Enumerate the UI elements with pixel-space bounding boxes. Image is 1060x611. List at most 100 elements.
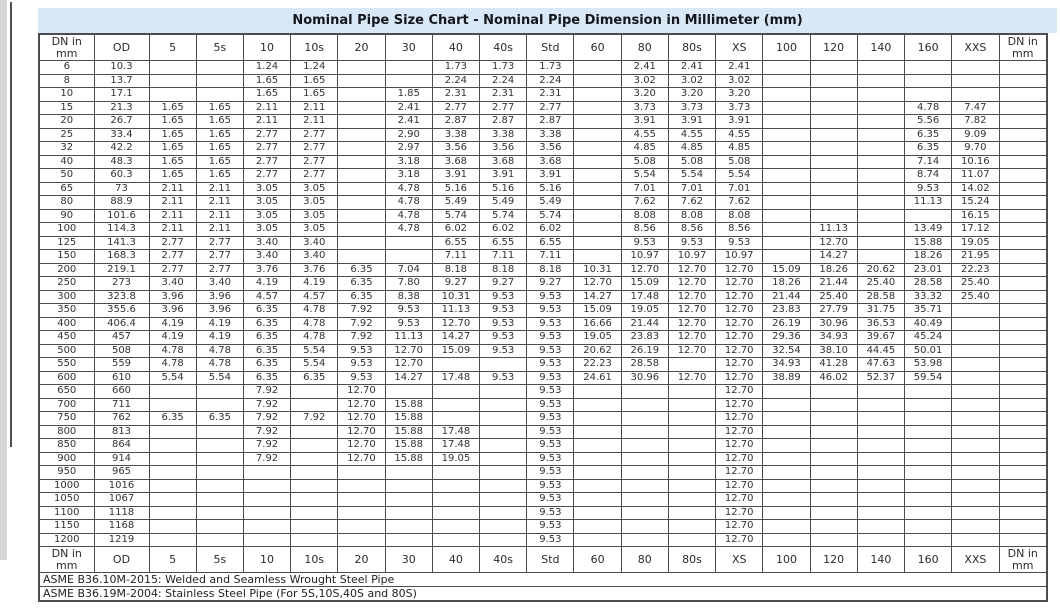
dn-cell: 200 — [38, 262, 95, 277]
table-cell: 2.11 — [148, 195, 197, 210]
table-cell: 1.24 — [290, 60, 339, 75]
table-cell — [762, 127, 811, 142]
table-cell — [762, 181, 811, 196]
column-header: 100 — [762, 546, 811, 573]
table-cell: 9.53 — [479, 303, 528, 318]
table-cell: 2.31 — [526, 87, 575, 102]
table-cell: 7.92 — [242, 424, 292, 439]
column-header: Std — [526, 546, 575, 573]
table-cell: 25.40 — [856, 276, 906, 291]
table-cell: 45.24 — [903, 330, 953, 345]
table-cell — [384, 384, 433, 399]
table-cell — [620, 478, 669, 493]
table-cell — [856, 100, 906, 115]
table-cell — [290, 532, 339, 547]
table-cell — [856, 127, 906, 142]
table-cell — [762, 208, 811, 223]
table-cell: 18.26 — [809, 262, 858, 277]
table-cell — [242, 519, 292, 534]
dn-cell: 750 — [38, 411, 95, 426]
table-row: 90 101.6 2.11 2.11 3.05 3.05 4.78 5.74 5.74 5.74 8… — [38, 208, 1048, 223]
table-cell — [903, 411, 953, 426]
table-cell: 3.20 — [620, 87, 669, 102]
table-cell — [856, 195, 906, 210]
table-cell: 5.08 — [667, 154, 717, 169]
table-cell: 60.3 — [93, 168, 150, 183]
table-cell — [290, 505, 339, 520]
table-cell: 5.54 — [290, 357, 339, 372]
pipe-size-table: DN in mm OD 5 5s 10 10s 20 30 40 40s Std 60 80 80s XS 1… — [38, 33, 1048, 602]
table-row: 6 10.3 1.24 1.24 1.73 1.73 1.73 2.41 2.41 2.41 — [38, 60, 1048, 75]
table-cell: 12.70 — [715, 451, 764, 466]
table-cell: 7.11 — [431, 249, 481, 264]
table-cell: 17.48 — [620, 289, 669, 304]
table-cell — [809, 87, 858, 102]
table-cell — [337, 235, 386, 250]
table-cell — [620, 505, 669, 520]
table-cell — [951, 424, 1000, 439]
column-header: 30 — [384, 546, 433, 573]
table-cell: 29.36 — [762, 330, 811, 345]
table-cell: 20.62 — [573, 343, 622, 358]
table-cell: 2.11 — [195, 222, 244, 237]
column-header: 40s — [479, 33, 528, 61]
table-cell: 9.53 — [479, 289, 528, 304]
table-cell: 25.40 — [809, 289, 858, 304]
table-cell — [337, 222, 386, 237]
dn-cell: 20 — [38, 114, 95, 129]
table-cell: 7.04 — [384, 262, 433, 277]
table-cell: 15.09 — [762, 262, 811, 277]
table-cell — [384, 492, 433, 507]
table-cell: 3.38 — [479, 127, 528, 142]
table-cell: 3.40 — [242, 235, 292, 250]
table-cell — [620, 451, 669, 466]
table-cell — [431, 384, 481, 399]
table-cell — [762, 195, 811, 210]
table-cell: 7.82 — [951, 114, 1000, 129]
table-cell: 4.19 — [242, 276, 292, 291]
table-cell — [290, 451, 339, 466]
table-cell — [809, 60, 858, 75]
table-cell — [998, 519, 1048, 534]
table-cell: 12.70 — [337, 384, 386, 399]
column-header: 80s — [667, 546, 717, 573]
table-cell: 44.45 — [856, 343, 906, 358]
table-row: 700 711 7.92 12.70 15.88 9.53 12.70 — [38, 397, 1048, 412]
table-cell — [242, 492, 292, 507]
table-cell: 4.57 — [242, 289, 292, 304]
table-cell — [951, 492, 1000, 507]
table-cell — [573, 154, 622, 169]
table-cell: 12.70 — [431, 316, 481, 331]
table-cell — [667, 397, 717, 412]
table-row: 600 610 5.54 5.54 6.35 6.35 9.53 14.27 17.48 9.53… — [38, 370, 1048, 385]
table-cell: 7.92 — [242, 438, 292, 453]
table-row: 750 762 6.35 6.35 7.92 7.92 12.70 15.88 9.53 12.7… — [38, 411, 1048, 426]
table-cell: 3.76 — [290, 262, 339, 277]
table-cell: 3.40 — [195, 276, 244, 291]
table-cell — [195, 73, 244, 88]
table-cell: 17.48 — [431, 424, 481, 439]
table-cell: 6.35 — [337, 262, 386, 277]
table-cell: 5.49 — [526, 195, 575, 210]
table-cell: 40.49 — [903, 316, 953, 331]
table-cell: 13.7 — [93, 73, 150, 88]
table-cell — [762, 73, 811, 88]
table-cell: 9.53 — [903, 181, 953, 196]
table-cell — [856, 73, 906, 88]
table-cell — [148, 451, 197, 466]
column-header: 40s — [479, 546, 528, 573]
table-cell — [809, 532, 858, 547]
table-cell: 21.44 — [620, 316, 669, 331]
table-cell — [809, 168, 858, 183]
table-cell: 1118 — [93, 505, 150, 520]
table-cell: 16.66 — [573, 316, 622, 331]
table-cell: 3.76 — [242, 262, 292, 277]
table-cell: 1.24 — [242, 60, 292, 75]
table-cell — [998, 262, 1048, 277]
table-cell: 559 — [93, 357, 150, 372]
table-cell: 3.02 — [667, 73, 717, 88]
table-cell — [337, 249, 386, 264]
table-cell: 2.77 — [148, 249, 197, 264]
table-cell: 47.63 — [856, 357, 906, 372]
table-row: 400 406.4 4.19 4.19 6.35 4.78 7.92 9.53 12.70 9.5… — [38, 316, 1048, 331]
